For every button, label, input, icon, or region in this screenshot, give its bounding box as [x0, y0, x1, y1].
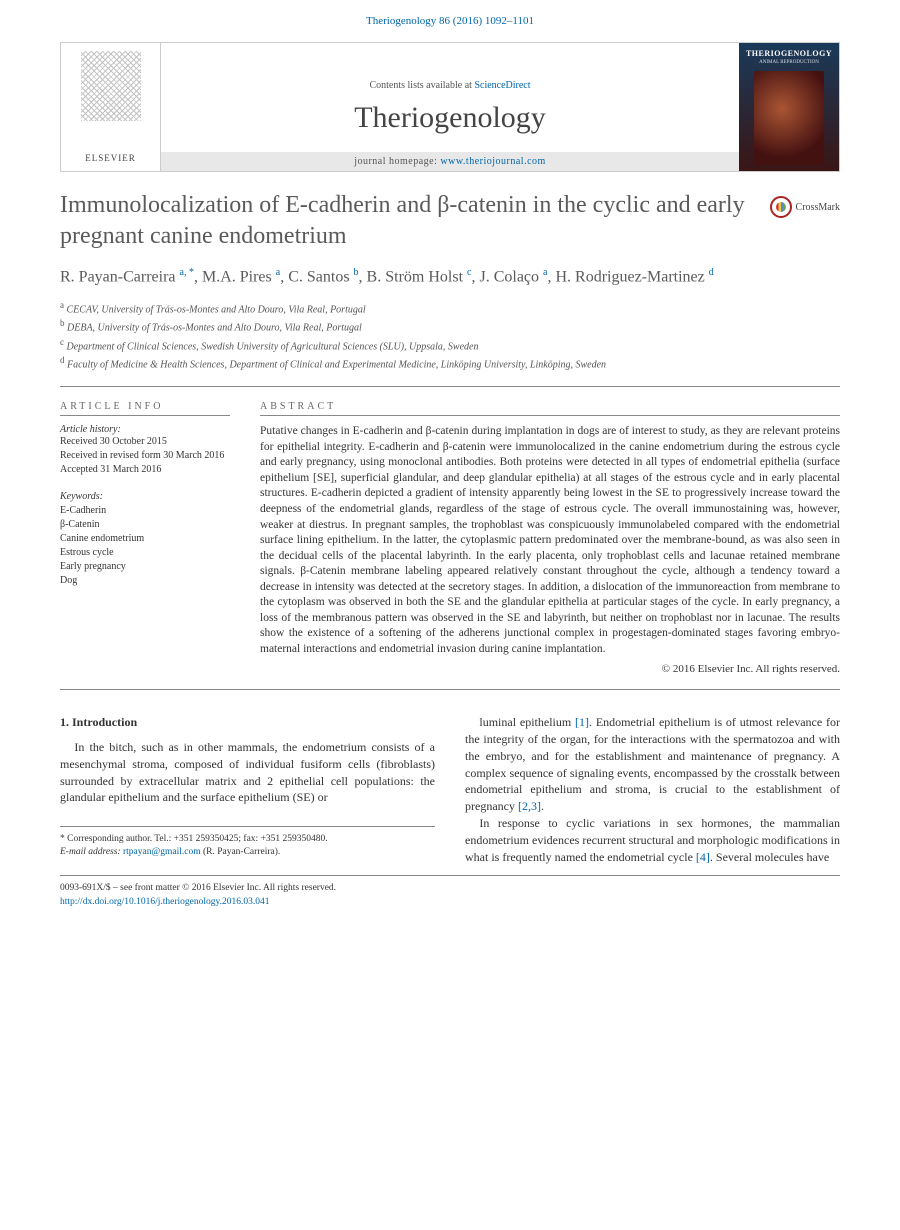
body-paragraph: luminal epithelium [1]. Endometrial epit…: [465, 714, 840, 815]
keywords-label: Keywords:: [60, 491, 230, 502]
affiliation-line: d Faculty of Medicine & Health Sciences,…: [60, 354, 840, 372]
masthead: ELSEVIER Contents lists available at Sci…: [60, 42, 840, 172]
divider: [60, 386, 840, 387]
masthead-center: Contents lists available at ScienceDirec…: [161, 43, 739, 171]
authors: R. Payan-Carreira a, *, M.A. Pires a, C.…: [60, 266, 840, 289]
corresponding-email[interactable]: rtpayan@gmail.com: [123, 847, 201, 857]
info-abstract-row: ARTICLE INFO Article history: Received 3…: [60, 401, 840, 675]
homepage-prefix: journal homepage:: [354, 156, 440, 167]
journal-name: Theriogenology: [354, 101, 546, 135]
cover-subtitle: ANIMAL REPRODUCTION: [759, 60, 819, 65]
affiliation-line: b DEBA, University of Trás-os-Montes and…: [60, 317, 840, 335]
abstract-text: Putative changes in E-cadherin and β-cat…: [260, 424, 840, 657]
history-label: Article history:: [60, 424, 230, 435]
ref-link[interactable]: [1]: [575, 715, 589, 729]
crossmark-label: CrossMark: [796, 202, 840, 213]
page-footer: 0093-691X/$ – see front matter © 2016 El…: [60, 875, 840, 929]
keyword: Estrous cycle: [60, 546, 230, 560]
abstract: ABSTRACT Putative changes in E-cadherin …: [260, 401, 840, 675]
column-left: 1. Introduction In the bitch, such as in…: [60, 714, 435, 865]
body-paragraph: In response to cyclic variations in sex …: [465, 815, 840, 865]
body-columns: 1. Introduction In the bitch, such as in…: [60, 714, 840, 865]
section-heading-intro: 1. Introduction: [60, 714, 435, 731]
column-right: luminal epithelium [1]. Endometrial epit…: [465, 714, 840, 865]
keyword: β-Catenin: [60, 518, 230, 532]
sciencedirect-link[interactable]: ScienceDirect: [474, 80, 530, 91]
affiliations: a CECAV, University of Trás-os-Montes an…: [60, 299, 840, 372]
cover-title: THERIOGENOLOGY: [746, 49, 832, 58]
homepage-link[interactable]: www.theriojournal.com: [440, 156, 545, 167]
email-suffix: (R. Payan-Carreira).: [201, 847, 281, 857]
cover-image: [754, 71, 824, 165]
contents-prefix: Contents lists available at: [369, 80, 474, 91]
keyword: Canine endometrium: [60, 532, 230, 546]
publisher-panel: ELSEVIER: [61, 43, 161, 171]
ref-link[interactable]: [4]: [696, 850, 710, 864]
affiliation-line: c Department of Clinical Sciences, Swedi…: [60, 336, 840, 354]
crossmark-icon: [770, 196, 792, 218]
article-info-heading: ARTICLE INFO: [60, 401, 230, 416]
corresponding-label: * Corresponding author. Tel.: +351 25935…: [60, 833, 435, 846]
keyword: Early pregnancy: [60, 560, 230, 574]
history-item: Accepted 31 March 2016: [60, 463, 230, 477]
elsevier-tree-icon: [81, 51, 141, 121]
crossmark-badge[interactable]: CrossMark: [770, 196, 840, 218]
journal-cover: THERIOGENOLOGY ANIMAL REPRODUCTION: [739, 43, 839, 171]
divider: [60, 689, 840, 690]
abstract-heading: ABSTRACT: [260, 401, 840, 416]
body-paragraph: In the bitch, such as in other mammals, …: [60, 739, 435, 806]
keyword: Dog: [60, 574, 230, 588]
title-row: Immunolocalization of E-cadherin and β-c…: [60, 190, 840, 252]
history-item: Received in revised form 30 March 2016: [60, 449, 230, 463]
corresponding-footer: * Corresponding author. Tel.: +351 25935…: [60, 826, 435, 860]
article-info: ARTICLE INFO Article history: Received 3…: [60, 401, 230, 675]
affiliation-line: a CECAV, University of Trás-os-Montes an…: [60, 299, 840, 317]
citation-link[interactable]: Theriogenology 86 (2016) 1092–1101: [366, 15, 534, 27]
footer-copyright: 0093-691X/$ – see front matter © 2016 El…: [60, 882, 840, 895]
email-label: E-mail address:: [60, 847, 121, 857]
doi-link[interactable]: http://dx.doi.org/10.1016/j.theriogenolo…: [60, 897, 270, 907]
citation-header: Theriogenology 86 (2016) 1092–1101: [0, 0, 900, 34]
article-title: Immunolocalization of E-cadherin and β-c…: [60, 190, 758, 252]
contents-line: Contents lists available at ScienceDirec…: [369, 80, 530, 91]
homepage-bar: journal homepage: www.theriojournal.com: [161, 152, 739, 171]
abstract-copyright: © 2016 Elsevier Inc. All rights reserved…: [260, 663, 840, 675]
publisher-label: ELSEVIER: [85, 153, 136, 163]
ref-link[interactable]: [2,3]: [518, 799, 541, 813]
keyword: E-Cadherin: [60, 504, 230, 518]
history-item: Received 30 October 2015: [60, 435, 230, 449]
article-content: Immunolocalization of E-cadherin and β-c…: [0, 190, 900, 865]
